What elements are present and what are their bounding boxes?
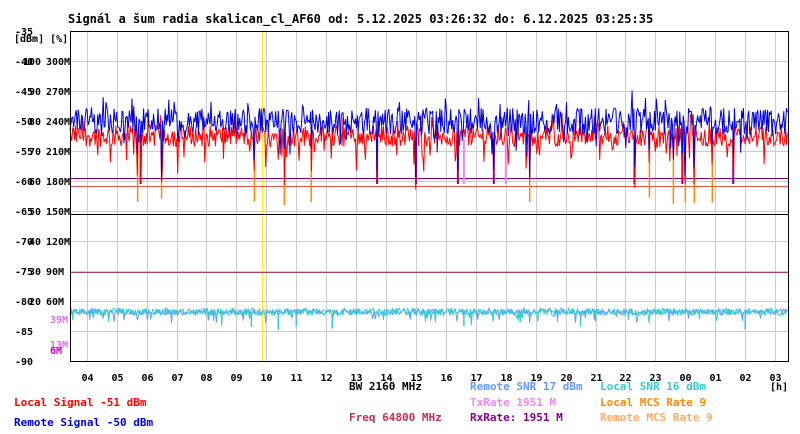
y-tick-percent: 100	[23, 57, 41, 68]
x-tick: 16	[440, 373, 452, 384]
x-tick: 03	[769, 373, 781, 384]
y-tick-dbm: -40	[15, 57, 33, 68]
y-tick-dbm: -90	[15, 357, 33, 368]
y-tick-percent: 30	[29, 267, 41, 278]
x-tick: 09	[230, 373, 242, 384]
y-tick-dbm: -55	[15, 147, 33, 158]
x-tick: 20	[560, 373, 572, 384]
y-tick-dbm: -70	[15, 237, 33, 248]
legend-freq: Freq 64800 MHz	[349, 411, 442, 424]
x-tick: 23	[649, 373, 661, 384]
legend-remote-signal: Remote Signal -50 dBm	[14, 416, 153, 429]
reference-lines	[70, 178, 788, 273]
x-tick: 05	[111, 373, 123, 384]
y-tick-percent: 70	[29, 147, 41, 158]
series-local-snr	[69, 306, 788, 326]
series-remote-signal	[69, 90, 788, 181]
series-group	[69, 90, 788, 326]
x-tick: 04	[81, 373, 93, 384]
x-axis: 04 05 06 07 08 09 10 11 12 13 14 15 16 17 18 19 20 21 22 23…	[81, 373, 788, 393]
x-tick: 01	[709, 373, 721, 384]
x-tick: 12	[320, 373, 332, 384]
y-tick-percent: 40	[29, 237, 41, 248]
y-tick-rate: 180M	[46, 177, 70, 188]
y-tick-rate: 150M	[46, 207, 70, 218]
x-tick: 07	[171, 373, 183, 384]
y-tick-dbm: -80	[15, 297, 33, 308]
x-tick: 17	[470, 373, 482, 384]
series-remote-snr	[69, 307, 788, 324]
x-tick: 00	[679, 373, 691, 384]
y-tick-rate-mark: 39M	[50, 315, 68, 326]
legend-txrate: TxRate 1951 M	[470, 396, 556, 409]
x-tick: 15	[410, 373, 422, 384]
grid	[70, 31, 788, 362]
x-tick: 06	[141, 373, 153, 384]
legend-local-signal: Local Signal -51 dBm	[14, 396, 147, 409]
x-tick: 13	[350, 373, 362, 384]
legend-local-snr: Local SNR 16 dBm	[600, 380, 706, 393]
y-tick-rate: 120M	[46, 237, 70, 248]
y-tick-dbm: -75	[15, 267, 33, 278]
y-tick-dbm: -60	[15, 177, 33, 188]
x-unit-label: [h]	[770, 382, 788, 393]
x-tick: 18	[500, 373, 512, 384]
y-tick-rate: 270M	[46, 87, 70, 98]
y-tick-dbm: -65	[15, 207, 33, 218]
legend-remote-mcs: Remote MCS Rate 9	[600, 411, 713, 424]
x-tick: 22	[619, 373, 631, 384]
y-tick-percent: 90	[29, 87, 41, 98]
y-tick-dbm: -45	[15, 87, 33, 98]
plot-frame	[70, 31, 789, 362]
y-tick-percent: 80	[29, 117, 41, 128]
legend-bw: BW 2160 MHz	[349, 380, 422, 393]
y-tick-rate: 60M	[46, 297, 64, 308]
x-tick: 11	[290, 373, 302, 384]
y-tick-rate-mark: 13M	[50, 340, 68, 351]
legend-remote-snr: Remote SNR 17 dBm	[470, 380, 583, 393]
y-tick-percent: 20	[29, 297, 41, 308]
y-tick-dbm: -50	[15, 117, 33, 128]
y-tick-percent: 60	[29, 177, 41, 188]
x-tick: 21	[590, 373, 602, 384]
y-tick-rate-mark: 6M	[50, 346, 62, 357]
x-tick: 02	[739, 373, 751, 384]
y-tick-rate: 300M	[46, 57, 70, 68]
x-tick: 14	[380, 373, 392, 384]
x-tick: 19	[530, 373, 542, 384]
legend: BW 2160 MHz Freq 64800 MHz Local Signal …	[14, 380, 713, 429]
y-tick-rate: 90M	[46, 267, 64, 278]
legend-rxrate: RxRate: 1951 M	[470, 411, 563, 424]
x-tick: 08	[200, 373, 212, 384]
x-tick: 10	[260, 373, 272, 384]
chart-title: Signál a šum radia skalican_cl_AF60 od: …	[68, 12, 653, 27]
y-tick-rate: 240M	[46, 117, 70, 128]
y-tick-dbm: -85	[15, 327, 33, 338]
y-unit-label: [dBm] [%]	[14, 34, 68, 45]
y-tick-dbm: -35	[15, 27, 33, 38]
legend-local-mcs: Local MCS Rate 9	[600, 396, 706, 409]
series-local-signal	[69, 111, 788, 190]
y-tick-percent: 50	[29, 207, 41, 218]
y-tick-rate: 210M	[46, 147, 70, 158]
